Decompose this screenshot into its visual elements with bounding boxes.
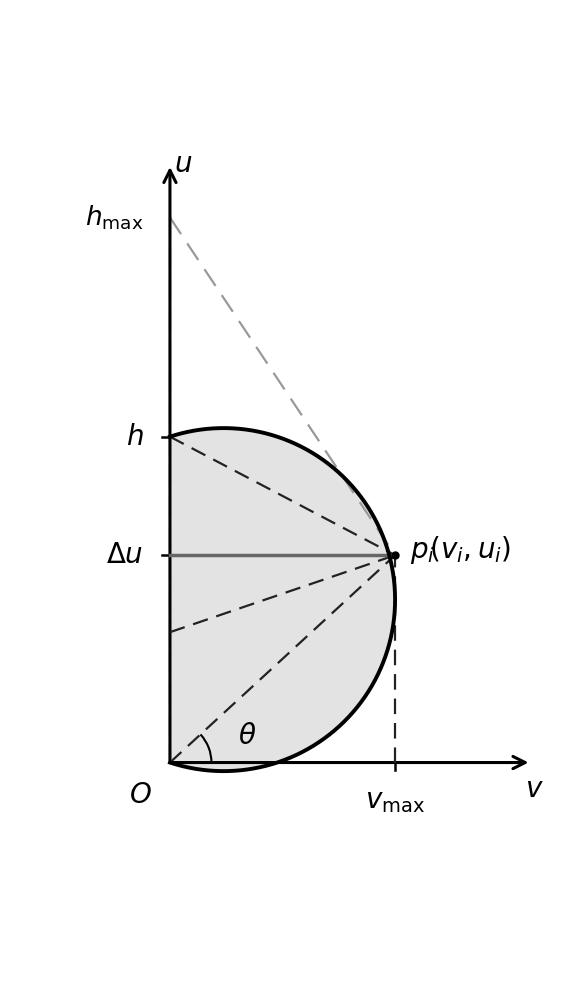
Text: $\Delta u$: $\Delta u$ — [106, 541, 143, 569]
Text: $h_{\rm max}$: $h_{\rm max}$ — [85, 203, 143, 232]
Text: $\theta$: $\theta$ — [238, 722, 256, 750]
Text: $h$: $h$ — [126, 423, 143, 451]
Text: $p_i\!\left(v_i,u_i\right)$: $p_i\!\left(v_i,u_i\right)$ — [410, 534, 511, 566]
Polygon shape — [170, 428, 395, 771]
Text: $v$: $v$ — [525, 775, 544, 803]
Text: $u$: $u$ — [174, 150, 192, 178]
Text: $v_{\rm max}$: $v_{\rm max}$ — [365, 787, 425, 815]
Text: $O$: $O$ — [129, 781, 152, 809]
